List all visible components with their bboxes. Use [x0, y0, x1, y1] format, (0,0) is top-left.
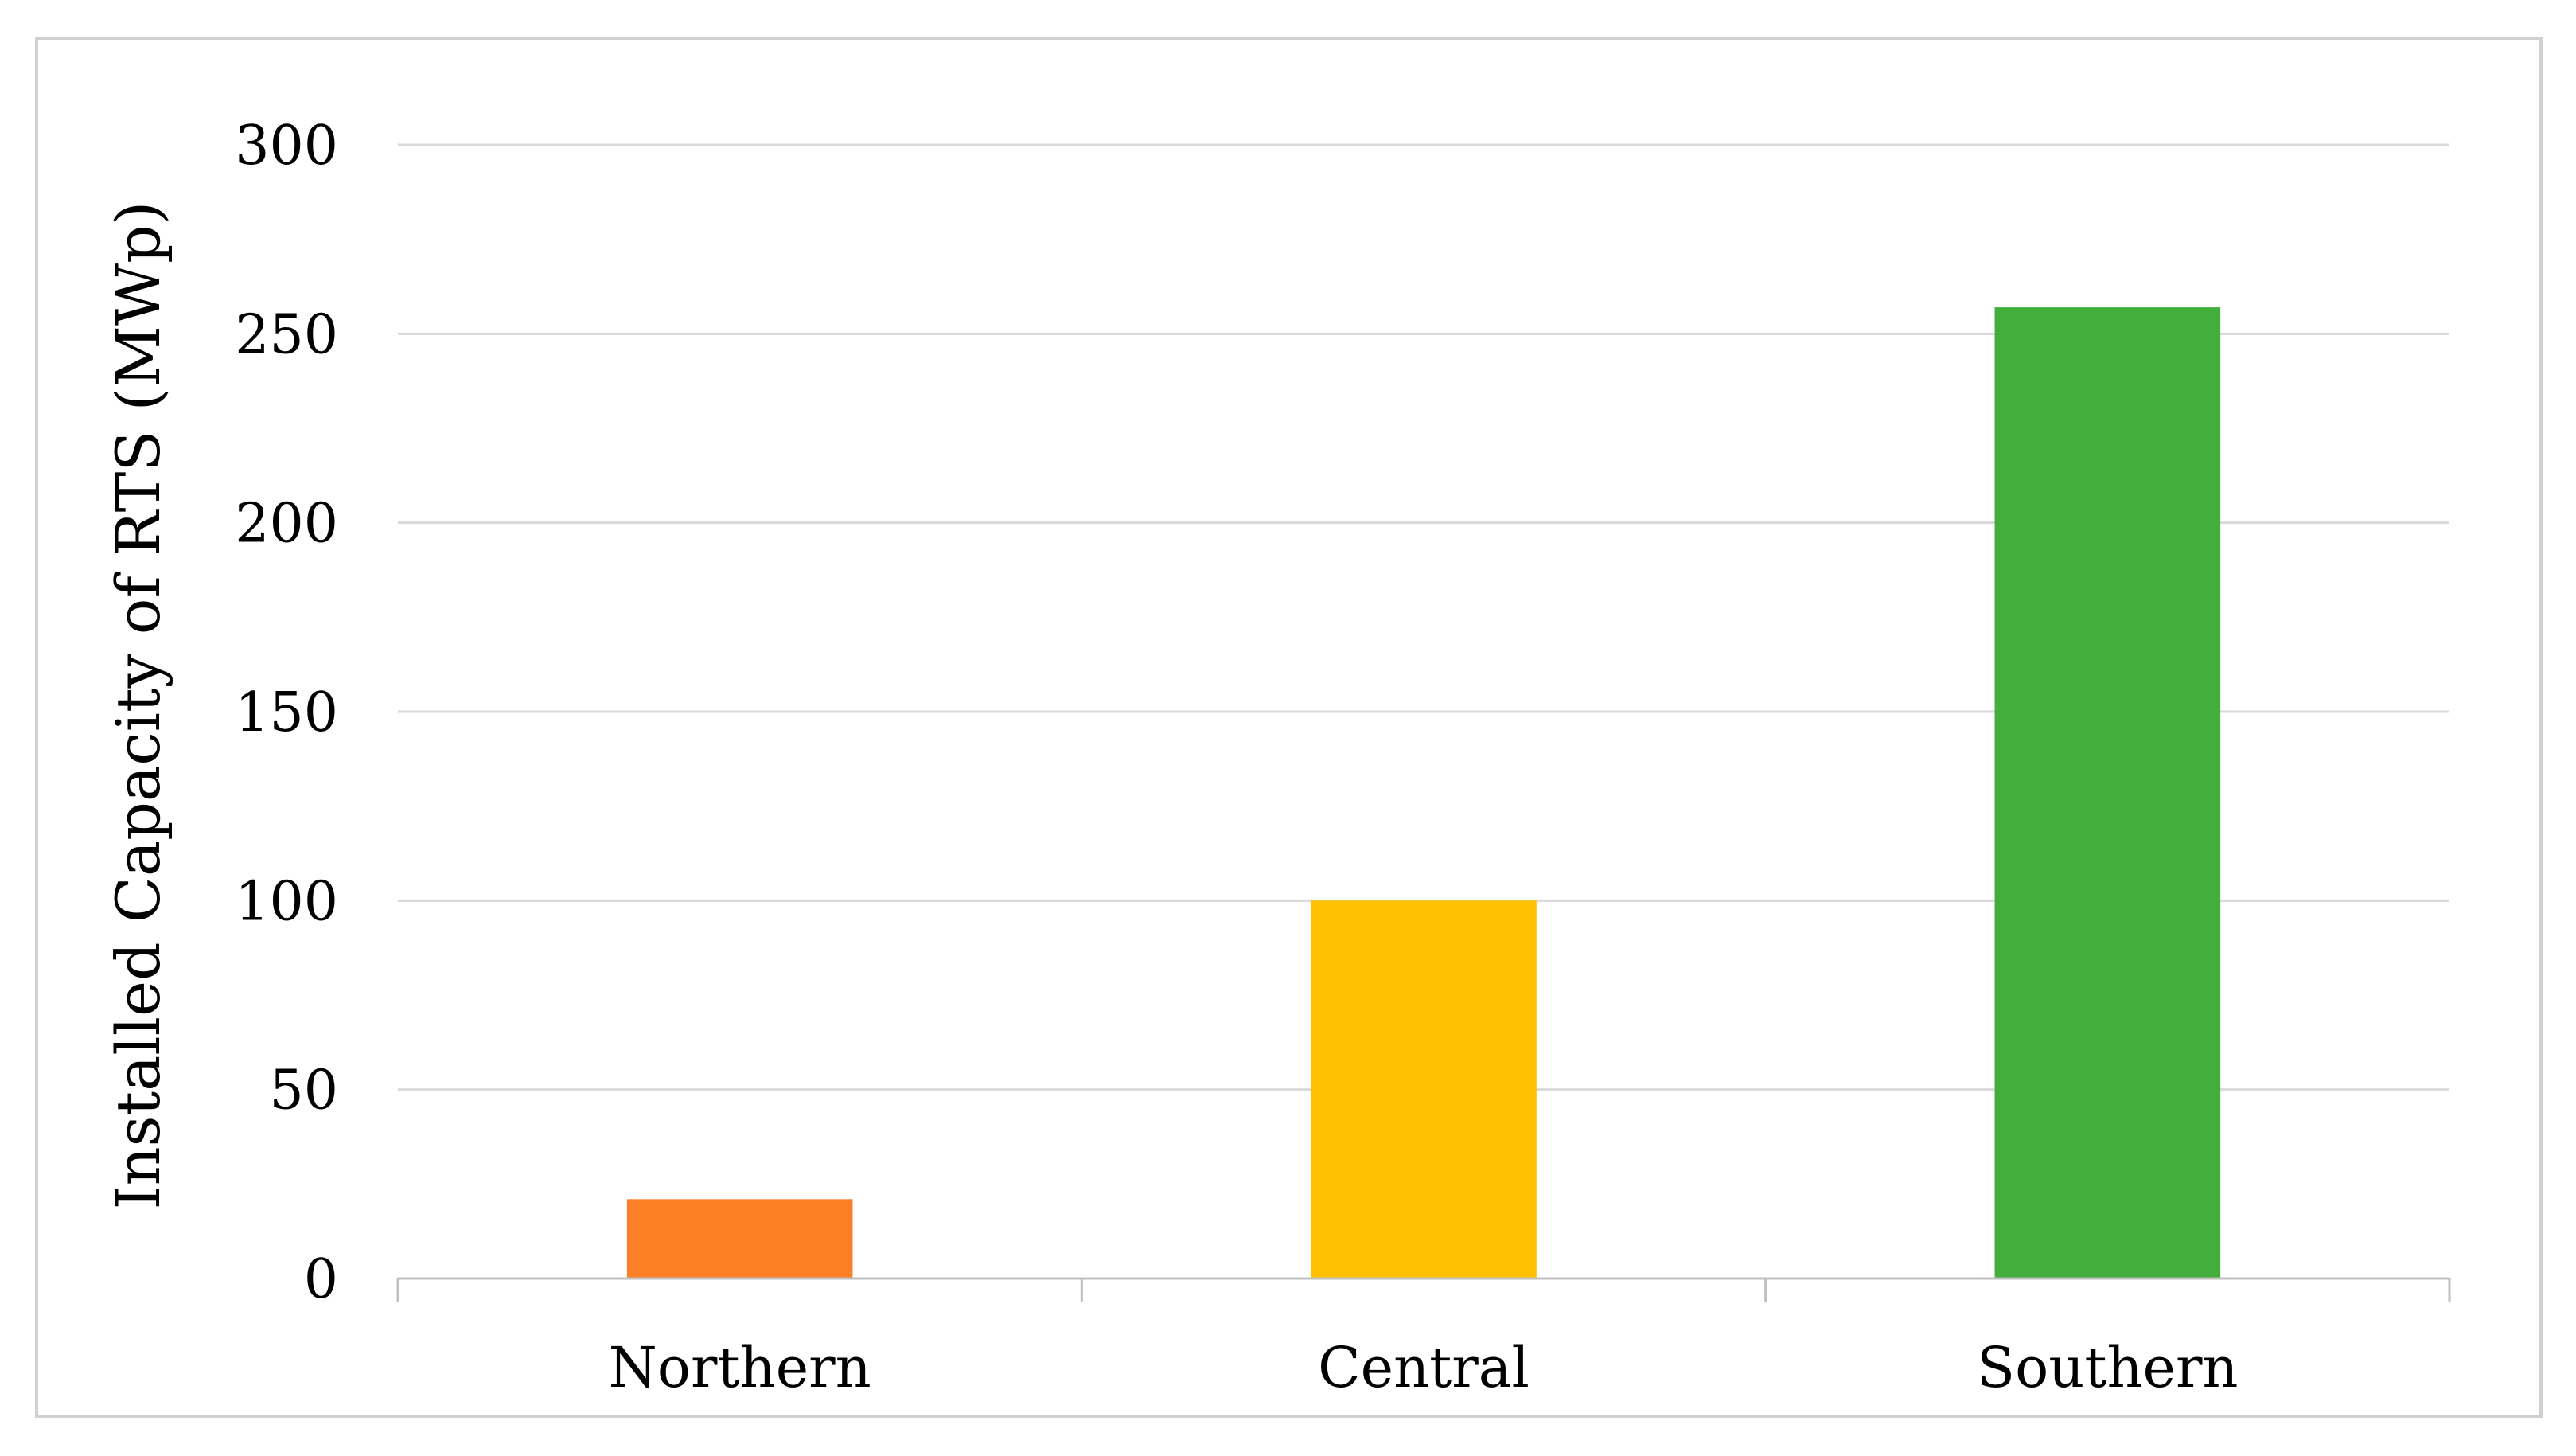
x-axis: [396, 1277, 2451, 1302]
x-tick-label: Southern: [1977, 1335, 2238, 1400]
y-tick-label: 100: [235, 870, 338, 933]
bars: [626, 307, 2221, 1278]
y-tick-label: 0: [304, 1248, 338, 1311]
y-axis-tick-labels: 0 50 100 150 200 250 300: [235, 115, 338, 1311]
bar-southern: [1994, 307, 2221, 1278]
x-axis-tick-labels: Northern Central Southern: [609, 1335, 2239, 1400]
x-tick-label: Northern: [609, 1335, 871, 1400]
y-tick-label: 300: [235, 115, 338, 178]
bar-northern: [626, 1199, 853, 1278]
y-axis-label: Installed Capacity of RTS (MWp): [103, 201, 173, 1210]
y-tick-label: 150: [235, 681, 338, 744]
y-tick-label: 50: [269, 1060, 338, 1122]
y-tick-label: 250: [235, 303, 338, 366]
bar-central: [1311, 900, 1537, 1278]
x-tick-label: Central: [1318, 1335, 1530, 1400]
y-tick-label: 200: [235, 493, 338, 556]
